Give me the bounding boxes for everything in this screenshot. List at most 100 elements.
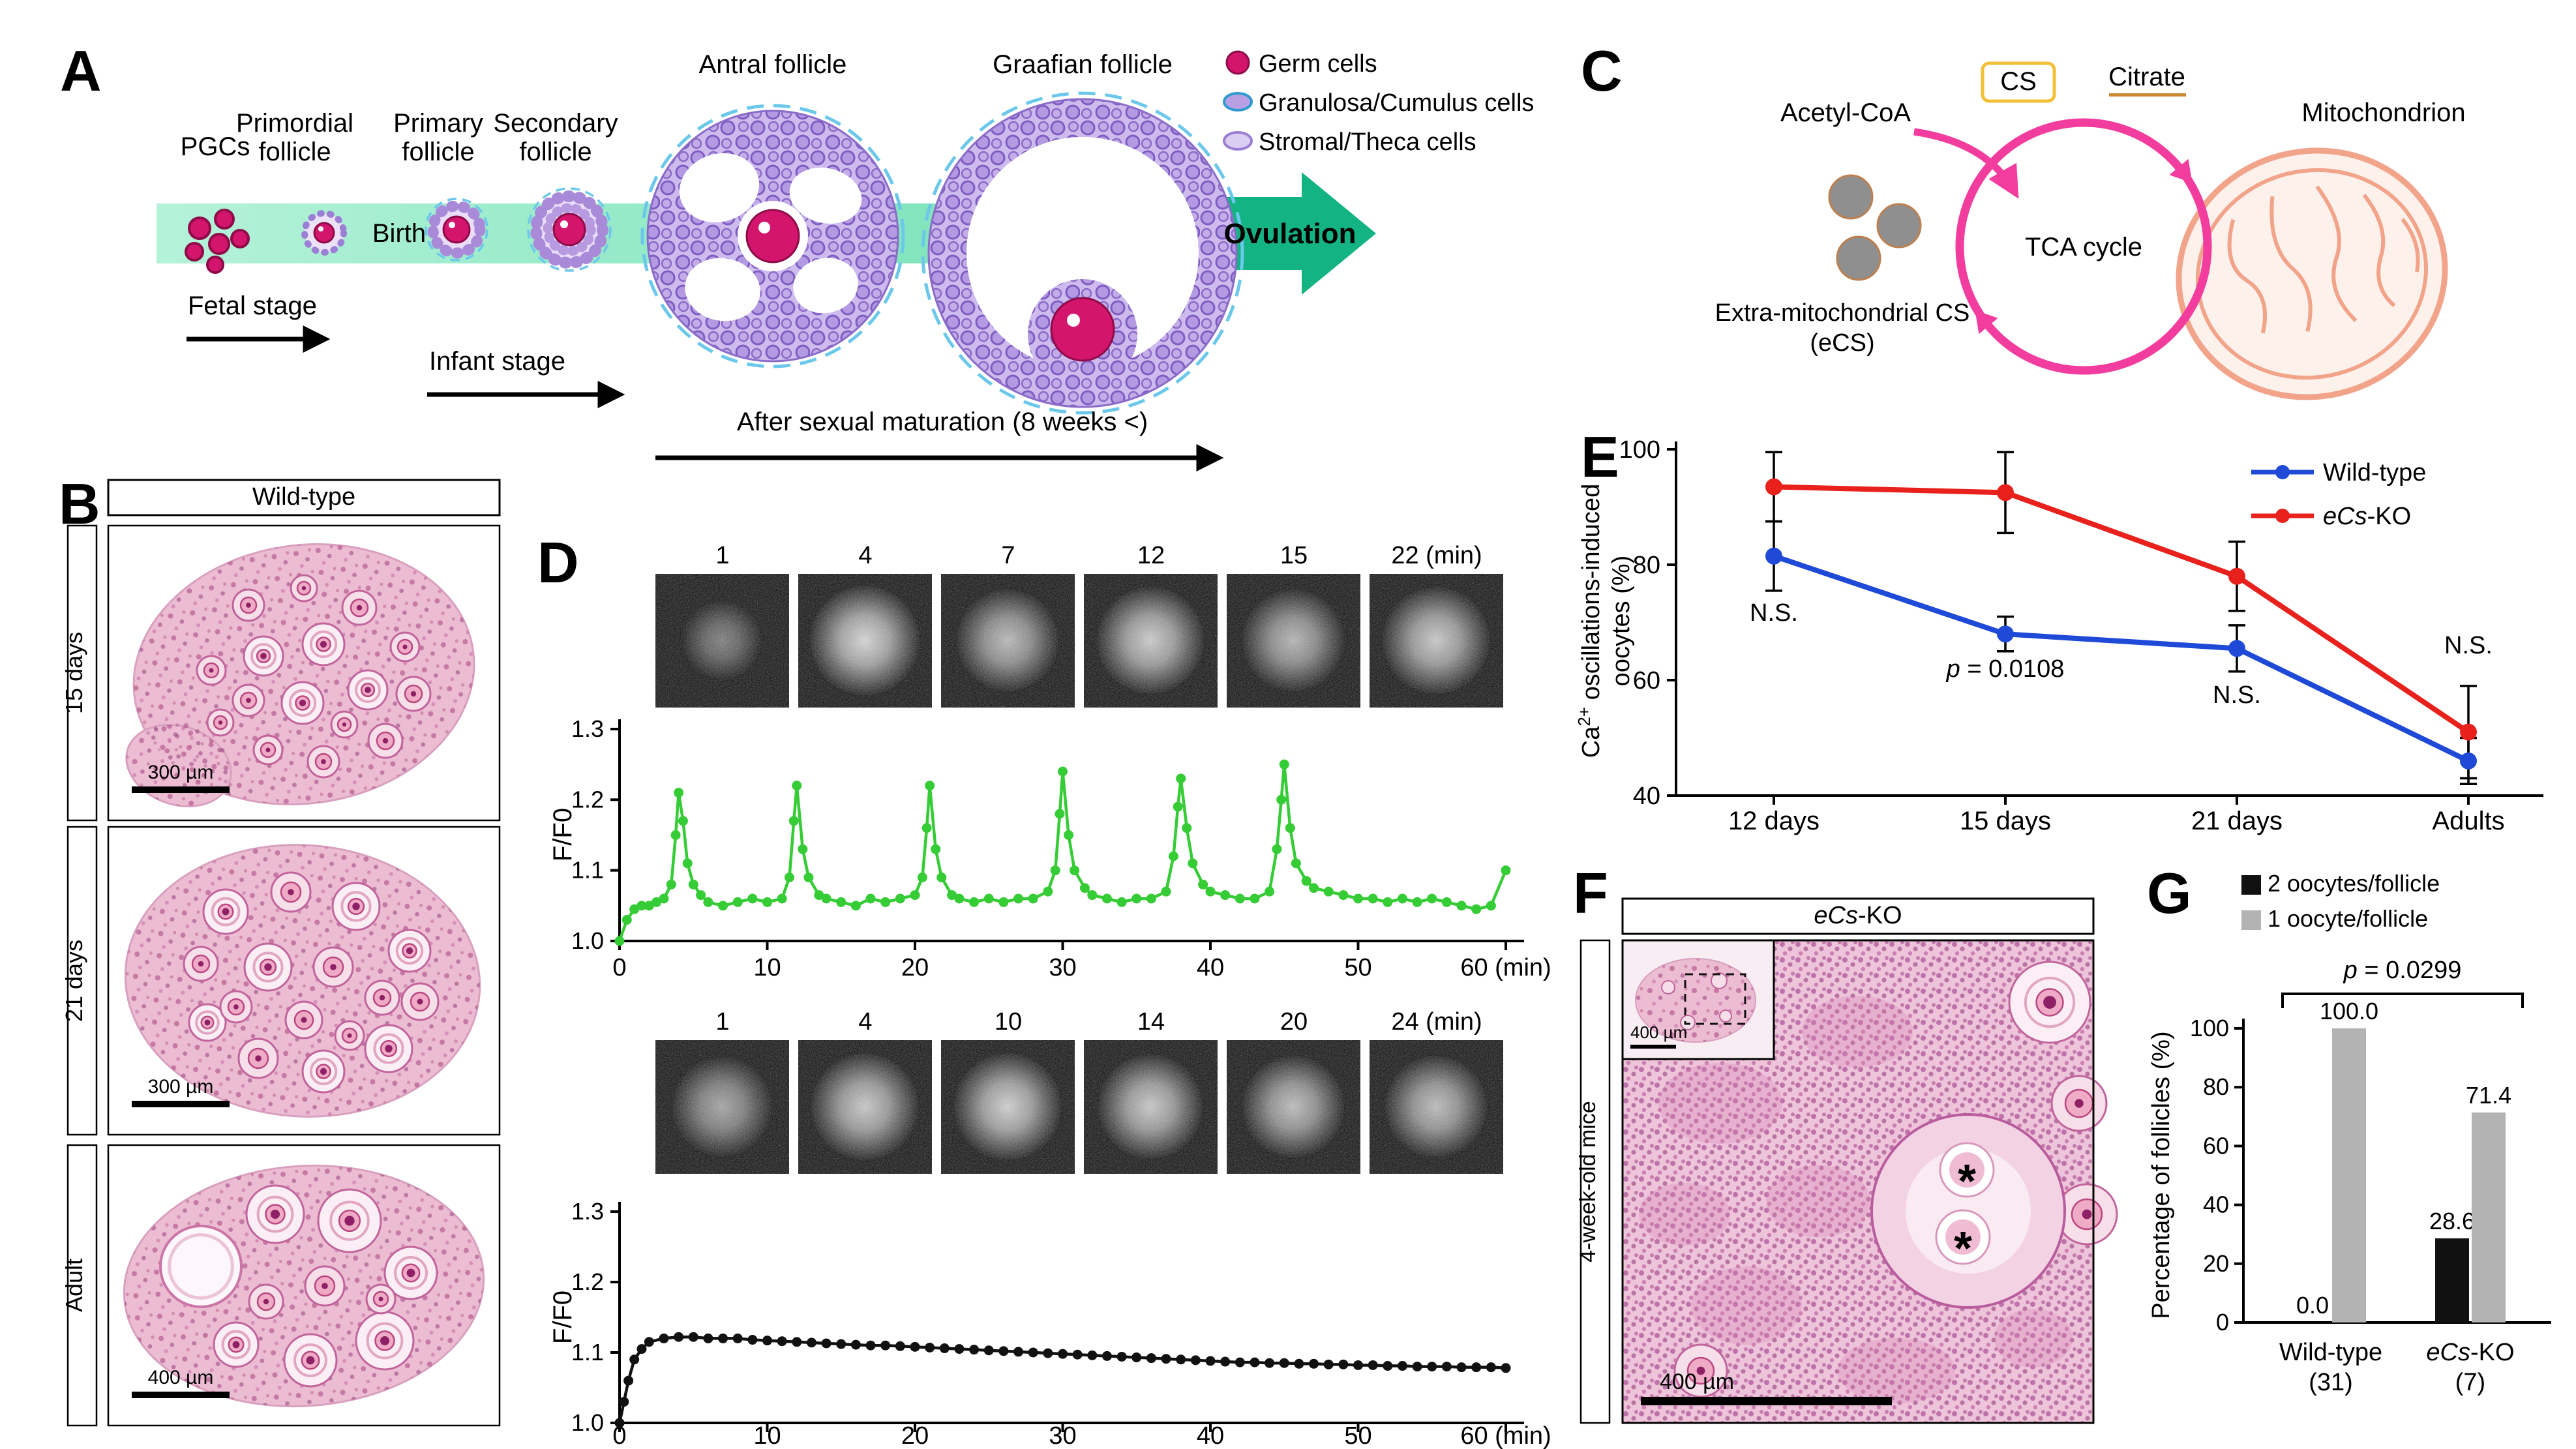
text-span: = 0.0299 — [2358, 957, 2462, 984]
follicle-ring — [373, 1033, 404, 1064]
trace-point — [969, 897, 980, 907]
citrate-underline — [2109, 93, 2186, 97]
trace-point — [1291, 858, 1301, 869]
follicle-ring — [256, 1195, 294, 1233]
trace-point — [1072, 1349, 1083, 1360]
trace-point — [1285, 823, 1295, 833]
trace-point — [931, 844, 941, 854]
p-value-label: p = 0.0299 — [2343, 957, 2462, 984]
histology-border-f — [1621, 939, 2095, 1424]
histology-image-15days — [125, 543, 475, 807]
age-box-15days — [67, 524, 98, 822]
inset-roi-box — [1684, 973, 1746, 1025]
primordial-follicle-label-1: Primordial — [236, 109, 353, 138]
trace-point — [895, 893, 905, 904]
oocyte-nucleus — [260, 653, 267, 659]
primary-follicle-icon — [425, 198, 488, 261]
trace-point — [1338, 1359, 1349, 1369]
oocyte-nucleus — [1696, 1366, 1705, 1375]
trace-point — [1220, 1356, 1231, 1367]
cs-box — [1981, 61, 2056, 103]
trace-point — [1427, 893, 1437, 904]
trace-point — [1309, 1358, 1319, 1369]
trace-point — [1116, 1351, 1127, 1362]
oocyte-nucleus — [342, 722, 347, 727]
age-label-15days: 15 days — [61, 632, 87, 714]
trace-point — [622, 915, 632, 925]
calcium-trace-chart-top: 1.0 1.1 1.2 1.3 0 10 20 30 40 50 60 (min) F/F0 — [548, 715, 1551, 981]
y-tick-label: 100 — [2190, 1015, 2229, 1041]
granulosa-cell-icon — [1223, 92, 1253, 112]
time-label: 4 — [858, 542, 872, 569]
oocyte-nucleus — [255, 1055, 262, 1062]
trace-point — [1182, 823, 1192, 833]
oocyte-nucleus — [352, 903, 360, 910]
trace-point — [1146, 893, 1156, 904]
oocyte-nucleus — [385, 1045, 393, 1053]
trace-point — [1383, 897, 1393, 907]
trace-point — [659, 1333, 669, 1343]
trace-point — [777, 1336, 787, 1347]
panel-c-tca-cycle-diagram: C CS Citrate Acetyl-CoA Mitochondrion TC… — [1581, 38, 2466, 400]
trace-point — [1055, 809, 1065, 819]
cs-label: CS — [2000, 67, 2037, 96]
trace-point — [1412, 1362, 1422, 1372]
follicle-ring — [221, 1330, 251, 1360]
panel-b-wildtype-histology: B Wild-type 15 days 300 µm 21 days 300 µ… — [59, 471, 501, 1427]
trace-point — [784, 873, 794, 882]
trace-point — [1368, 893, 1378, 904]
bar — [2332, 1028, 2366, 1322]
trace-point — [880, 897, 891, 907]
trace-point — [925, 781, 935, 791]
trace-point — [1205, 886, 1216, 897]
y-tick-label: 80 — [1633, 552, 1660, 579]
oocyte-nucleus — [417, 998, 423, 1005]
legend-label: eCs-KO — [2323, 503, 2411, 530]
fetal-stage-label: Fetal stage — [188, 291, 317, 320]
x-tick-label: 0 — [612, 1422, 626, 1449]
trace-point — [1220, 890, 1231, 901]
trace-point — [917, 873, 927, 882]
trace-point — [1279, 759, 1289, 769]
trace-point — [1176, 1354, 1186, 1365]
trace-point — [1028, 1347, 1038, 1358]
trace-point — [619, 1397, 629, 1407]
scalebar-label-15days: 300 µm — [148, 762, 214, 783]
scalebar-21days — [132, 1101, 230, 1107]
secondary-follicle-label-1: Secondary — [493, 109, 618, 138]
trace-point — [1101, 1351, 1112, 1361]
trace-point — [1064, 830, 1074, 840]
trace-point — [1368, 1360, 1378, 1370]
x-tick-label: 40 — [1197, 1422, 1224, 1449]
y-tick-label: 1.1 — [571, 857, 604, 884]
time-label: 4 — [858, 1008, 872, 1036]
trace-point — [1279, 1358, 1289, 1368]
trace-point — [718, 1333, 728, 1343]
stroma-blotch — [1691, 1266, 1802, 1345]
trace-point — [1501, 865, 1511, 876]
trace-point — [1338, 890, 1349, 901]
follicle-ring — [355, 677, 381, 703]
trace-point — [674, 788, 684, 798]
text-span: Ca — [1578, 726, 1605, 758]
histology-border-21days — [107, 826, 501, 1136]
follicle-ring — [2024, 976, 2076, 1028]
stroma-blotch — [1658, 1063, 1782, 1144]
scalebar-adult — [132, 1392, 230, 1398]
image-noise — [655, 574, 789, 708]
oocyte-image-strip-top — [655, 574, 1503, 708]
oocyte-nucleus — [320, 640, 327, 648]
trace-point — [1131, 1352, 1142, 1363]
ecsko-header-box — [1621, 897, 2095, 935]
trace-point — [936, 873, 947, 882]
primordial-follicle-icon — [301, 210, 347, 256]
trace-point — [1276, 794, 1287, 805]
oocyte-nucleus — [406, 1268, 415, 1277]
x-tick-label: 20 — [901, 954, 929, 981]
oocyte-nucleus — [2082, 1209, 2092, 1219]
trace-point — [821, 1338, 831, 1349]
time-label: 15 — [1280, 542, 1308, 569]
follicle-ring — [252, 951, 284, 983]
ooplasm — [1945, 1219, 1981, 1255]
